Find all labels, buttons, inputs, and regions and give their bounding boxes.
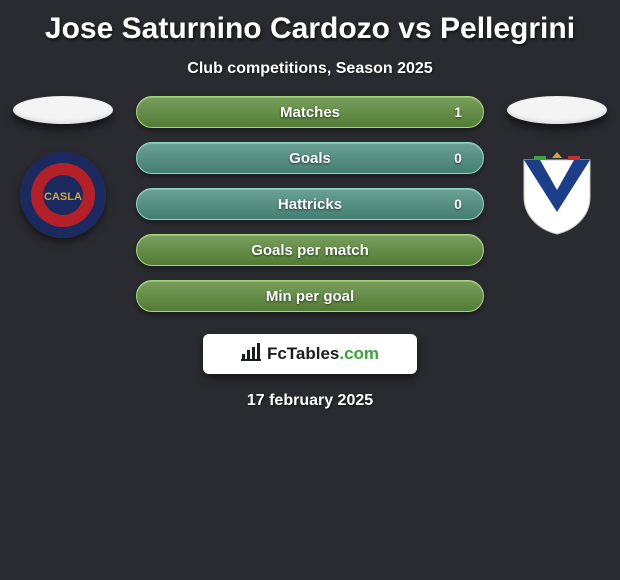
stat-label: Min per goal — [266, 288, 354, 305]
stat-row: Goals 0 — [136, 142, 484, 174]
stat-left-value — [137, 97, 187, 127]
stat-label: Goals per match — [251, 242, 369, 259]
stat-row: Matches 1 — [136, 96, 484, 128]
stat-left-value — [137, 235, 187, 265]
svg-text:CASLA: CASLA — [44, 191, 82, 203]
date-label: 17 february 2025 — [0, 392, 620, 410]
left-column: CASLA — [8, 96, 118, 238]
stat-left-value — [137, 143, 187, 173]
brand-label: FcTables — [267, 344, 339, 363]
h2h-card: Jose Saturnino Cardozo vs Pellegrini Clu… — [0, 0, 620, 580]
stat-right-value — [433, 235, 483, 265]
stat-left-value — [137, 189, 187, 219]
right-column — [502, 96, 612, 238]
stat-right-value — [433, 281, 483, 311]
content-row: CASLA Matches 1 Goals 0 Hattricks 0 Goals per … — [0, 96, 620, 312]
brand-chart-icon — [241, 343, 261, 366]
brand-suffix: .com — [339, 344, 379, 363]
brand-text: FcTables.com — [267, 344, 379, 364]
stat-label: Matches — [280, 104, 340, 121]
stat-right-value: 1 — [433, 97, 483, 127]
stat-row: Goals per match — [136, 234, 484, 266]
stats-column: Matches 1 Goals 0 Hattricks 0 Goals per match M… — [136, 96, 484, 312]
stat-label: Hattricks — [278, 196, 342, 213]
brand-chip[interactable]: FcTables.com — [203, 334, 417, 374]
matchup-title: Jose Saturnino Cardozo vs Pellegrini — [0, 6, 620, 48]
matchup-subtitle: Club competitions, Season 2025 — [0, 60, 620, 78]
stat-row: Min per goal — [136, 280, 484, 312]
left-club-badge: CASLA — [20, 152, 106, 238]
stat-right-value: 0 — [433, 143, 483, 173]
right-club-badge — [514, 152, 600, 238]
left-avatar-placeholder — [13, 96, 113, 124]
stat-label: Goals — [289, 150, 331, 167]
stat-left-value — [137, 281, 187, 311]
right-avatar-placeholder — [507, 96, 607, 124]
stat-row: Hattricks 0 — [136, 188, 484, 220]
stat-right-value: 0 — [433, 189, 483, 219]
